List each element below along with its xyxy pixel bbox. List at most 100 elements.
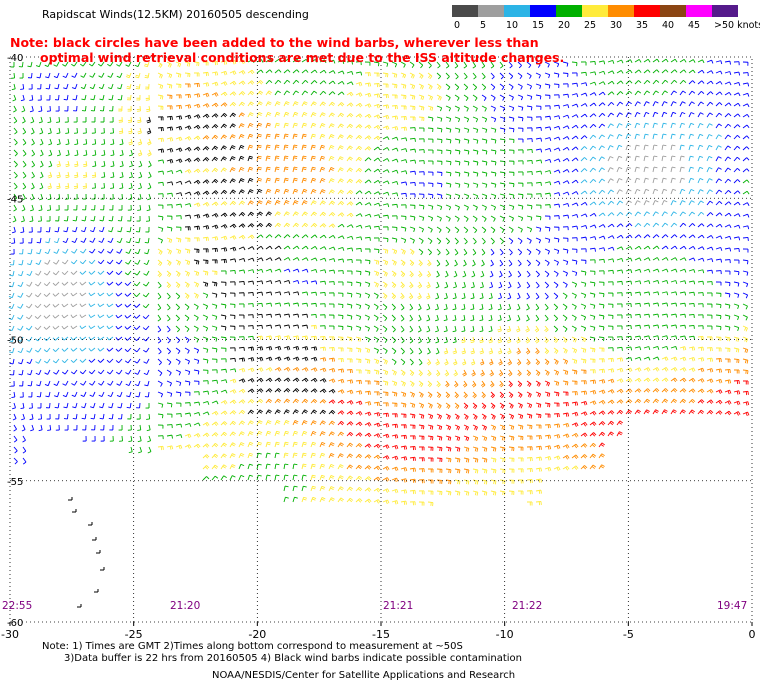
wind-barb <box>79 259 87 265</box>
wind-barb <box>409 478 416 483</box>
wind-barb <box>283 133 289 140</box>
wind-barb <box>607 389 615 394</box>
wind-barb <box>598 368 605 374</box>
wind-barb <box>27 72 33 79</box>
wind-barb <box>211 102 219 108</box>
wind-barb <box>147 182 152 190</box>
wind-barb <box>328 112 335 118</box>
wind-barb <box>418 490 425 495</box>
wind-barb <box>328 167 335 173</box>
wind-barb <box>92 160 97 167</box>
wind-barb <box>301 409 308 415</box>
wind-barb <box>81 94 87 101</box>
wind-barb <box>634 101 641 107</box>
wind-barb <box>688 257 696 262</box>
wind-barb <box>679 291 687 296</box>
wind-barb <box>463 171 470 177</box>
wind-barb <box>589 314 596 320</box>
wind-barb <box>634 234 642 239</box>
wind-barb <box>265 356 273 362</box>
wind-barb <box>445 193 452 199</box>
wind-barb <box>517 149 524 154</box>
wind-barb <box>462 270 467 278</box>
wind-barb <box>71 391 78 398</box>
wind-barb <box>580 259 587 264</box>
wind-barb <box>238 59 246 65</box>
wind-barb <box>517 446 524 451</box>
wind-barb <box>688 377 696 383</box>
wind-barb <box>472 105 478 112</box>
wind-barb <box>616 325 623 330</box>
wind-barb <box>481 204 487 211</box>
wind-barb <box>607 303 614 308</box>
wind-barb <box>418 193 425 198</box>
wind-barb <box>643 211 650 217</box>
wind-barb <box>427 391 433 398</box>
wind-barb <box>516 292 521 300</box>
wind-barb <box>8 292 15 299</box>
wind-barb <box>13 424 17 432</box>
wind-barb <box>742 347 749 354</box>
wind-barb <box>562 303 568 311</box>
wind-barb <box>562 203 570 207</box>
wind-barb <box>38 424 43 432</box>
wind-barb <box>535 170 543 175</box>
wind-barb <box>328 155 335 162</box>
wind-barb <box>355 358 362 364</box>
wind-barb <box>43 325 51 330</box>
wind-barb <box>119 149 124 157</box>
wind-barb <box>301 211 308 217</box>
wind-barb <box>562 125 570 130</box>
wind-barb <box>274 245 282 250</box>
wind-barb <box>652 324 660 329</box>
wind-barb <box>211 358 218 363</box>
wind-barb <box>409 281 414 289</box>
wind-barb <box>229 410 237 415</box>
wind-barb <box>706 223 714 228</box>
wind-barb <box>445 94 451 101</box>
wind-barb <box>526 61 532 69</box>
wind-barb <box>310 324 317 330</box>
wind-barb <box>110 127 115 134</box>
wind-barb <box>301 324 308 329</box>
wind-barb <box>211 303 218 309</box>
wind-barb <box>247 463 253 470</box>
wind-barb <box>220 358 227 363</box>
wind-barb <box>436 457 443 462</box>
wind-barb <box>37 83 42 90</box>
wind-barb <box>184 157 192 163</box>
wind-barb <box>220 336 227 342</box>
wind-barb <box>706 123 713 129</box>
wind-barb <box>472 391 477 399</box>
wind-barb <box>117 94 123 101</box>
wind-barb <box>88 522 93 526</box>
wind-barb <box>74 149 79 157</box>
wind-barb <box>634 335 642 340</box>
wind-barb <box>82 193 87 200</box>
wind-barb <box>319 234 327 239</box>
wind-barb <box>71 248 78 254</box>
wind-barb <box>715 60 723 65</box>
wind-barb <box>472 468 479 474</box>
wind-barb <box>328 235 336 239</box>
wind-barb <box>706 70 714 74</box>
wind-barb <box>589 325 596 331</box>
wind-barb <box>337 292 344 297</box>
wind-barb <box>490 116 497 123</box>
wind-barb <box>516 347 521 355</box>
wind-barb <box>643 257 651 261</box>
wind-barb <box>706 303 713 308</box>
legend-label: >50 knots <box>714 20 760 31</box>
wind-barb <box>97 314 105 319</box>
wind-barb <box>238 409 246 415</box>
wind-barb <box>39 160 44 168</box>
wind-barb <box>418 457 425 462</box>
wind-barb <box>256 441 263 448</box>
wind-barb <box>436 138 443 144</box>
wind-barb <box>310 69 318 74</box>
wind-barb <box>634 346 642 351</box>
wind-barb <box>31 138 35 146</box>
wind-barb <box>17 270 24 277</box>
wind-barb <box>328 178 335 184</box>
wind-barb <box>562 314 568 322</box>
